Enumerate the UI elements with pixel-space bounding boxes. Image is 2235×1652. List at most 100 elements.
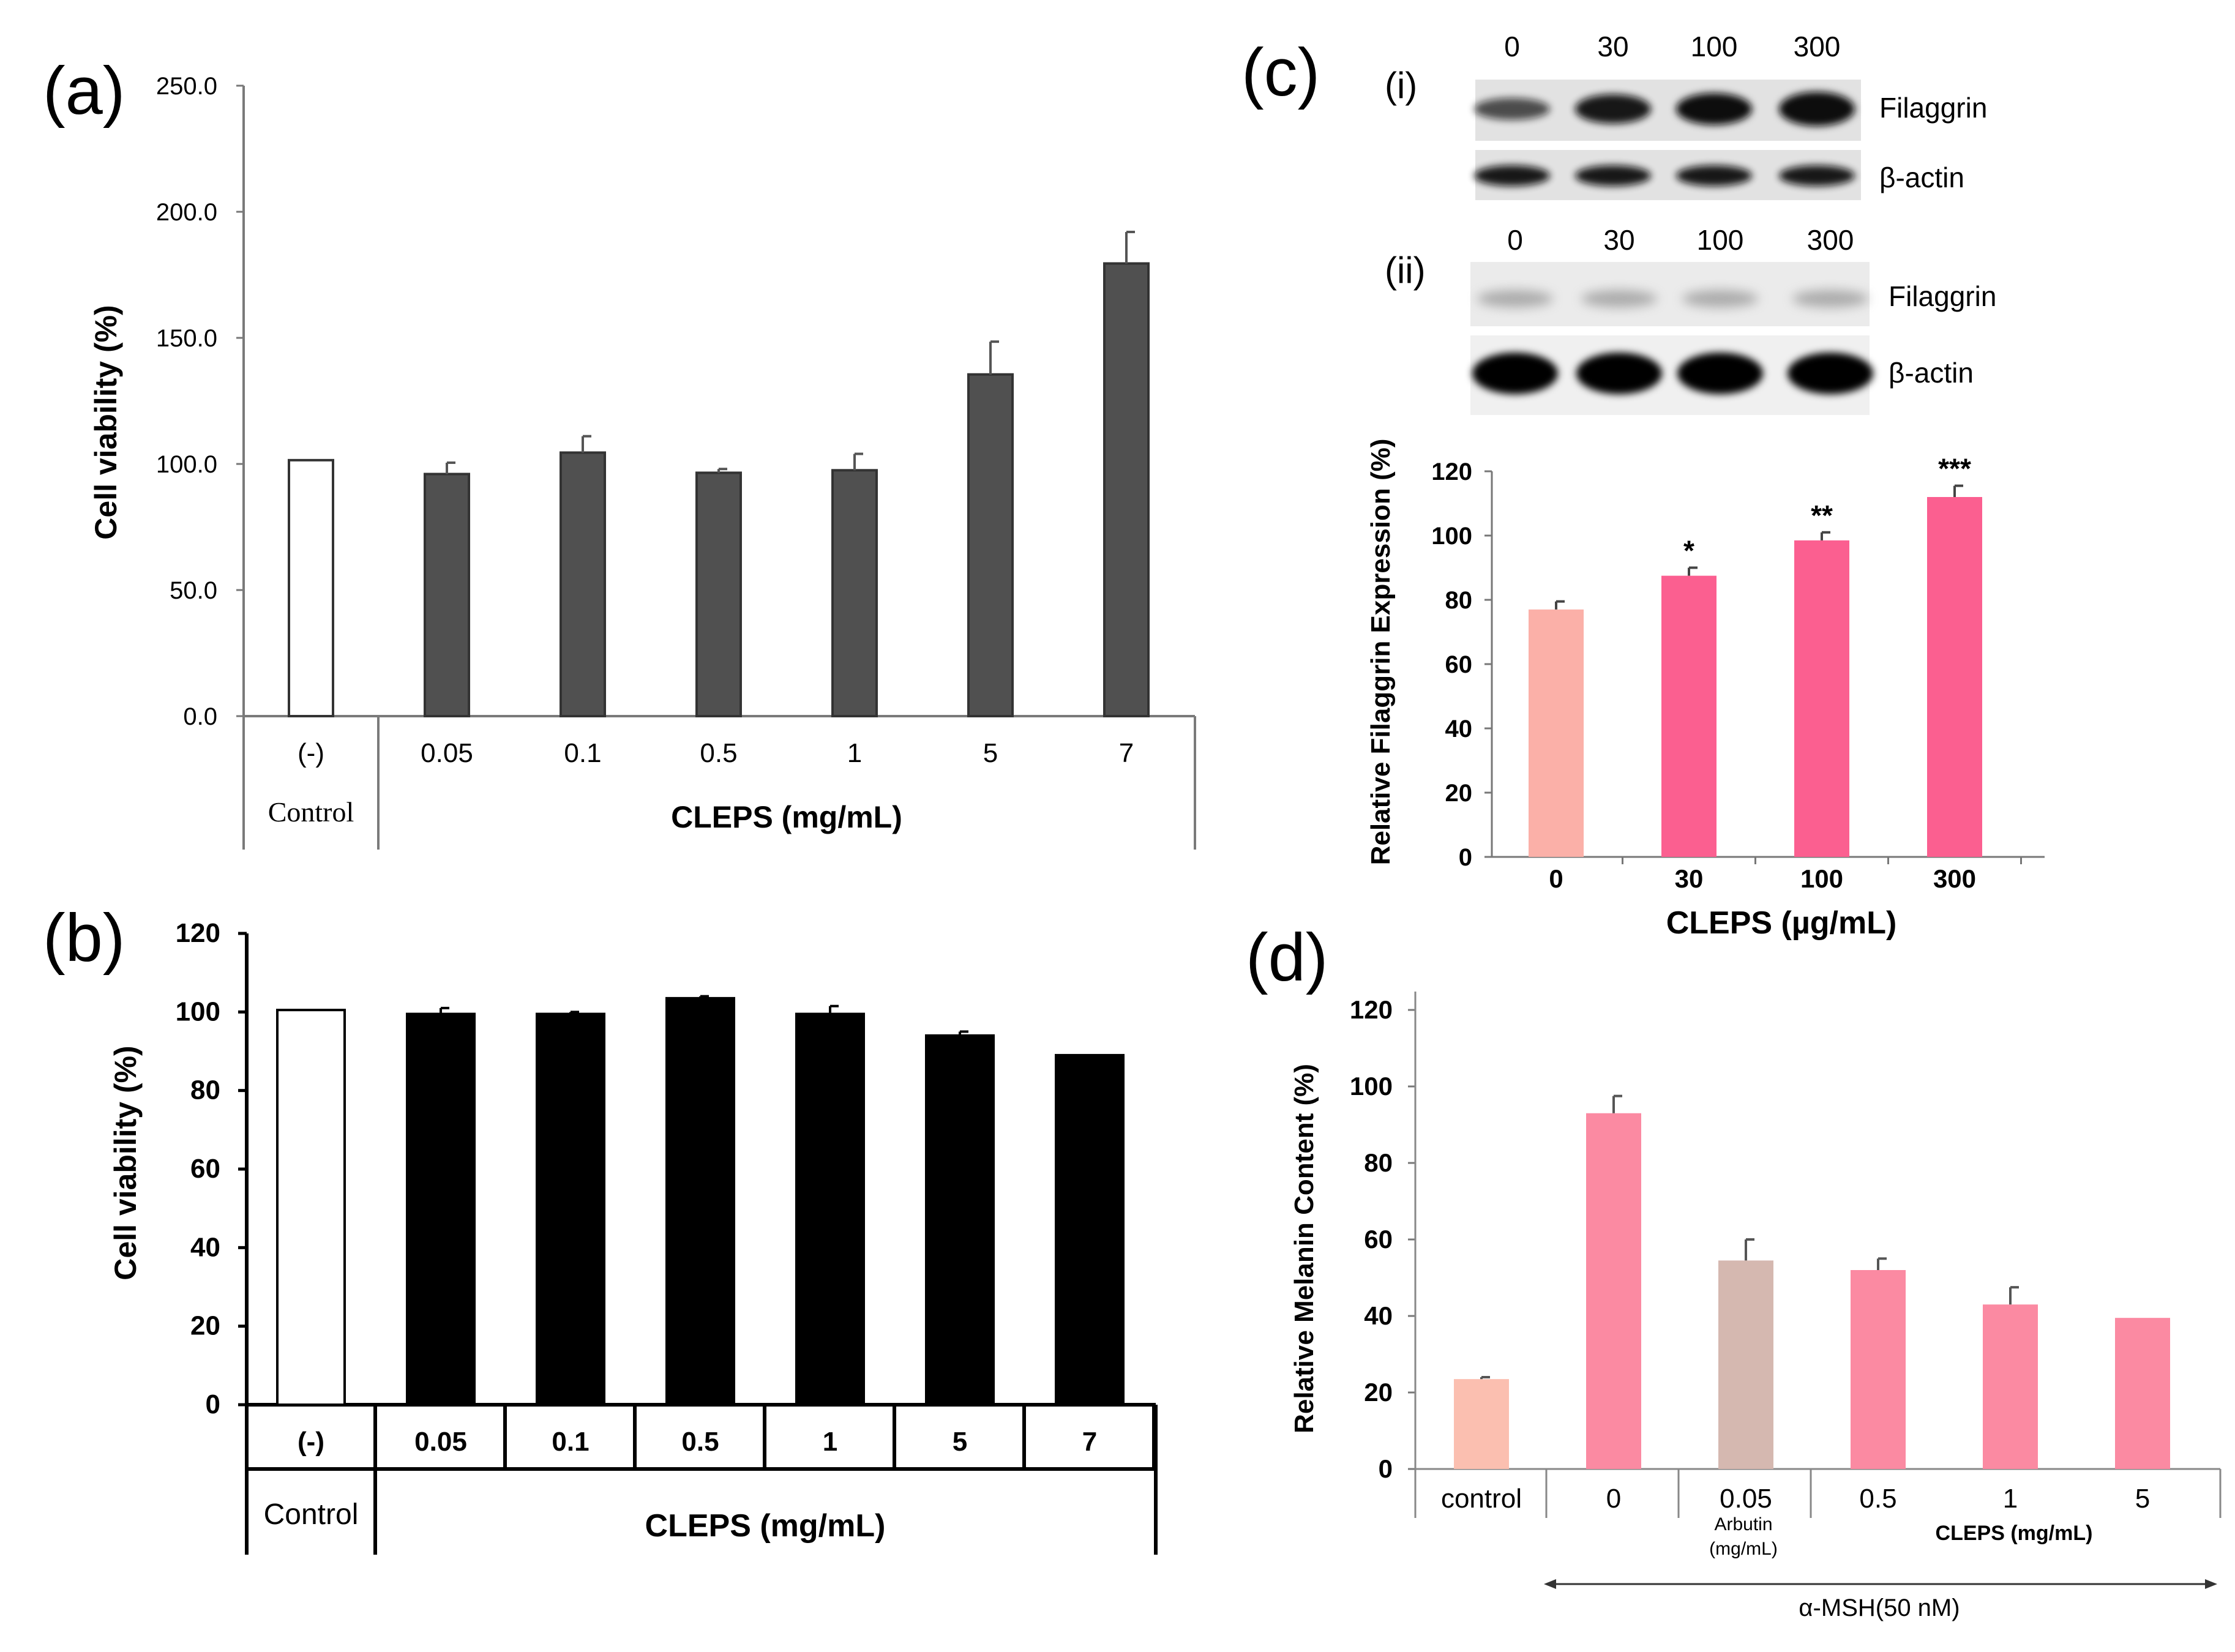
panel-c-ytick-label: 0 <box>1459 844 1472 871</box>
panel-b-group-cleps: CLEPS (mg/mL) <box>645 1508 886 1544</box>
panel-d-ytick-label: 40 <box>1364 1301 1393 1330</box>
panel-b-xtick-label: 0.1 <box>552 1427 589 1457</box>
panel-c-ytick-label: 100 <box>1431 523 1472 550</box>
panel-b-xticks: (-) 0.05 0.1 0.5 1 5 7 <box>298 1427 1097 1457</box>
panel-a-xtick-label: 7 <box>1119 738 1134 768</box>
panel-c-xtick-label: 0 <box>1549 864 1563 893</box>
blot-i-actin-bands <box>1474 165 1855 186</box>
panel-d-xtick-label: 0.5 <box>1859 1484 1896 1514</box>
panel-b-bar <box>536 1012 605 1406</box>
panel-c-ytick-label: 80 <box>1445 587 1473 614</box>
blot-ii-dose-label: 0 <box>1507 224 1523 256</box>
panel-a-yticks: 0.0 50.0 100.0 150.0 200.0 250.0 <box>156 73 244 730</box>
panel-d-bars <box>1454 1094 2170 1469</box>
panel-c-bar <box>1927 497 1982 857</box>
panel-c-xlabel: CLEPS (µg/mL) <box>1666 905 1897 941</box>
blot-ii-filaggrin-label: Filaggrin <box>1889 280 1996 312</box>
panel-d-bar <box>1718 1260 1773 1469</box>
panel-c-yticks: 0 20 40 60 80 100 120 <box>1431 458 1492 871</box>
blot-i-filaggrin-band <box>1676 93 1752 125</box>
blot-i-actin-band <box>1474 165 1550 186</box>
panel-d: (d) 0 20 40 60 80 100 120 Relative Melanin Con… <box>1246 920 2222 1621</box>
panel-a-xtick-label: 0.5 <box>700 738 737 768</box>
panel-b-xtick-label: 7 <box>1082 1427 1097 1457</box>
panel-c-bars: ****** <box>1529 453 1982 857</box>
panel-d-arbutin-line1: Arbutin <box>1714 1514 1772 1534</box>
blot-ii-actin-band <box>1788 353 1873 394</box>
panel-b-ytick-label: 20 <box>190 1311 220 1341</box>
panel-c-ylabel: Relative Filaggrin Expression (%) <box>1366 439 1396 865</box>
blot-i-filaggrin-band <box>1575 94 1651 124</box>
panel-b-bar <box>1055 1053 1125 1406</box>
panel-d-xtick-label: 0.05 <box>1720 1484 1772 1514</box>
panel-d-ytick-label: 80 <box>1364 1148 1393 1177</box>
panel-a-bars <box>288 230 1150 718</box>
blot-i-actin-band <box>1575 165 1651 186</box>
blot-i-filaggrin-label: Filaggrin <box>1879 92 1987 124</box>
blot-ii-dose-label: 100 <box>1697 224 1744 256</box>
panel-c-ytick-label: 60 <box>1445 651 1473 678</box>
panel-b-ytick-label: 120 <box>176 918 220 948</box>
panel-a-xticks: (-) 0.05 0.1 0.5 1 5 7 <box>298 738 1134 768</box>
blot-i-dose-label: 0 <box>1504 31 1520 62</box>
blot-i-dose-label: 100 <box>1691 31 1738 62</box>
panel-d-group-cleps: CLEPS (mg/mL) <box>1936 1522 2093 1545</box>
panel-a-ytick-label: 200.0 <box>156 199 217 226</box>
panel-c-i-label: (i) <box>1385 65 1417 106</box>
panel-b-ylabel: Cell viability (%) <box>108 1045 143 1280</box>
blot-ii-filaggrin-band <box>1581 290 1657 307</box>
panel-a-group-cleps: CLEPS (mg/mL) <box>671 800 902 834</box>
panel-a-group-control: Control <box>268 796 354 828</box>
panel-c-significance: ** <box>1811 499 1833 531</box>
panel-c-bar <box>1794 540 1849 857</box>
panel-b-ytick-label: 60 <box>190 1154 220 1184</box>
panel-d-dividers <box>1545 1469 1812 1518</box>
panel-b-yticks: 0 20 40 60 80 100 120 <box>176 918 247 1419</box>
panel-a-ytick-label: 150.0 <box>156 325 217 352</box>
panel-d-ytick-label: 100 <box>1350 1072 1393 1101</box>
panel-b-dividers <box>503 1405 1156 1469</box>
panel-b-ytick-label: 40 <box>190 1232 220 1262</box>
blot-i-filaggrin-band <box>1779 92 1855 126</box>
panel-c-xticks: 0 30 100 300 <box>1549 857 2022 893</box>
panel-b-xtick-label: 1 <box>823 1427 837 1457</box>
blot-ii-filaggrin-band <box>1682 290 1758 307</box>
panel-b: (b) 0 20 40 60 80 100 120 Cell viability (%) (… <box>43 900 1158 1555</box>
panel-d-ylabel: Relative Melanin Content (%) <box>1289 1064 1319 1433</box>
blot-ii-actin-band <box>1576 353 1662 394</box>
panel-d-arbutin-line2: (mg/mL) <box>1709 1539 1778 1559</box>
western-blot-ii: 0 30 100 300 Filaggrin β-actin <box>1470 224 1996 415</box>
panel-d-bar <box>1983 1304 2038 1469</box>
panel-d-ytick-label: 120 <box>1350 995 1393 1024</box>
panel-c-ytick-label: 40 <box>1445 716 1473 742</box>
panel-b-label: (b) <box>43 900 125 976</box>
panel-a-xtick-label: 0.1 <box>564 738 601 768</box>
panel-b-xtick-label: 0.5 <box>681 1427 719 1457</box>
panel-a-ytick-label: 100.0 <box>156 451 217 478</box>
panel-d-bar <box>2115 1318 2170 1469</box>
panel-b-group-control: Control <box>264 1498 359 1531</box>
panel-a-bar <box>1103 262 1150 717</box>
blot-i-dose-label: 300 <box>1794 31 1841 62</box>
blot-i-actin-band <box>1676 165 1752 186</box>
blot-i-actin-band <box>1779 165 1855 186</box>
blot-i-filaggrin-bands <box>1474 92 1855 126</box>
panel-b-bar <box>665 996 735 1406</box>
panel-d-msh-label: α-MSH(50 nM) <box>1799 1594 1960 1621</box>
panel-c-xtick-label: 300 <box>1933 864 1976 893</box>
blot-i-dose-label: 30 <box>1597 31 1628 62</box>
panel-a-bar <box>424 473 470 717</box>
blot-ii-actin-label: β-actin <box>1889 357 1974 389</box>
blot-ii-filaggrin-band <box>1477 290 1553 307</box>
panel-c-bar <box>1529 609 1584 857</box>
panel-d-ytick-label: 0 <box>1379 1454 1393 1483</box>
panel-c-xtick-label: 100 <box>1800 864 1843 893</box>
panel-b-bar <box>406 1012 476 1406</box>
panel-d-xtick-label: 1 <box>2003 1484 2018 1514</box>
panel-c-xtick-label: 30 <box>1675 864 1704 893</box>
panel-d-msh-arrowhead-right <box>2205 1579 2217 1589</box>
panel-d-xtick-label: 5 <box>2135 1484 2150 1514</box>
panel-b-ytick-label: 80 <box>190 1075 220 1105</box>
panel-d-xticks: control 0 0.05 0.5 1 5 <box>1441 1484 2150 1514</box>
